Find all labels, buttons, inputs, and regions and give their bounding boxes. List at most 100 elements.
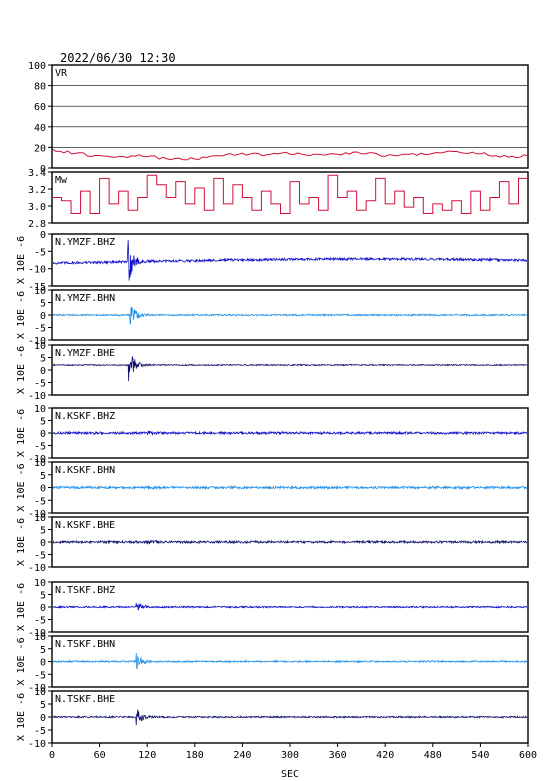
y-tick-label: 3.2 [28, 185, 46, 196]
y-tick-label: 2.8 [28, 219, 46, 230]
y-tick-label: 5 [40, 526, 46, 537]
trace-line [53, 306, 527, 325]
y-tick-label: -10 [28, 336, 46, 347]
y-axis-label: X 10E -6 [16, 583, 27, 631]
x-tick-label: 540 [471, 750, 489, 761]
trace-line [53, 430, 527, 436]
y-tick-label: 80 [34, 82, 46, 93]
x-tick-label: 420 [376, 750, 394, 761]
panel-label: Mw [55, 175, 68, 186]
y-tick-label: 0 [40, 164, 46, 175]
panel-frame [51, 64, 529, 169]
trace-line [53, 356, 527, 382]
y-tick-label: 3.4 [28, 168, 46, 179]
x-axis: 0 60 120 180 240 300 360 420 480 540 600 [49, 743, 537, 761]
y-axis-label: X 10E -6 [16, 518, 27, 566]
y-tick-label: 0 [40, 484, 46, 495]
panel-label: N.TSKF.BHN [55, 639, 115, 650]
y-tick-label: 60 [34, 102, 46, 113]
y-axis-label: X 10E -6 [16, 236, 27, 284]
y-tick-label: -10 [28, 739, 46, 750]
y-tick-label: -15 [28, 282, 46, 293]
y-tick-label: 40 [34, 123, 46, 134]
y-tick-label: 0 [40, 713, 46, 724]
series-line [53, 174, 527, 214]
y-tick-label: -5 [34, 726, 46, 737]
y-tick-label: -5 [34, 551, 46, 562]
y-tick-label: -5 [34, 616, 46, 627]
y-axis-label: X 10E -6 [16, 693, 27, 741]
y-axis-label: X 10E -6 [16, 346, 27, 394]
trace-line [53, 652, 527, 670]
y-tick-label: 0 [40, 538, 46, 549]
panel-n-kskf-bhz: 10 50 -5-10 N.KSKF.BHZ X 10E -6 [16, 404, 529, 465]
y-tick-label: 5 [40, 299, 46, 310]
y-tick-label: -10 [28, 265, 46, 276]
x-tick-label: 300 [281, 750, 299, 761]
panel-n-kskf-bhn: 10 5 0-5 -10 N.KSKF.BHN X 10E -6 [16, 458, 529, 520]
y-tick-label: 10 [34, 513, 46, 524]
y-tick-label: 5 [40, 591, 46, 602]
x-tick-label: 360 [329, 750, 347, 761]
panel-n-tskf-bhe: 10 5 0 -5 -10 N.TSKF.BHE X 10E -6 [16, 687, 529, 750]
trace-line [53, 240, 527, 281]
y-tick-label: 10 [34, 404, 46, 415]
y-tick-label: -10 [28, 391, 46, 402]
y-tick-label: 10 [34, 458, 46, 469]
x-tick-label: 480 [424, 750, 442, 761]
panels: 100806040200VR3.43.23.02.8Mw0-5-10-15N.Y… [16, 61, 529, 750]
panel-mw: 3.4 3.2 3.0 2.8 Mw [28, 168, 529, 230]
trace-line [53, 484, 527, 491]
y-tick-label: 0 [40, 230, 46, 241]
panel-n-ymzf-bhe: 10 50 -5-10 N.YMZF.BHE X 10E -6 [16, 341, 529, 402]
x-tick-label: 240 [233, 750, 251, 761]
panel-label: N.TSKF.BHE [55, 694, 115, 705]
y-tick-label: 10 [34, 578, 46, 589]
y-tick-label: 10 [34, 341, 46, 352]
panel-n-kskf-bhe: 10 50 -5-10 N.KSKF.BHE X 10E -6 [16, 513, 529, 574]
panel-label: N.KSKF.BHN [55, 465, 115, 476]
y-tick-label: 3.0 [28, 202, 46, 213]
y-tick-label: -10 [28, 683, 46, 694]
y-axis-label: X 10E -6 [16, 409, 27, 457]
y-tick-label: 5 [40, 354, 46, 365]
y-tick-label: -5 [34, 247, 46, 258]
y-tick-label: -10 [28, 563, 46, 574]
y-axis-label: X 10E -6 [16, 637, 27, 685]
trace-line [53, 603, 527, 611]
panel-label: N.TSKF.BHZ [55, 585, 115, 596]
panel-vr: 100 80 60 40 20 0 VR [28, 61, 529, 175]
y-axis-label: X 10E -6 [16, 291, 27, 339]
panel-label: N.KSKF.BHE [55, 520, 115, 531]
x-tick-label: 120 [138, 750, 156, 761]
x-axis-label: SEC [281, 769, 299, 780]
y-tick-label: 0 [40, 429, 46, 440]
y-tick-label: 5 [40, 417, 46, 428]
panel-n-tskf-bhz: 10 50 -5-10 N.TSKF.BHZ X 10E -6 [16, 578, 529, 639]
panel-label: N.YMZF.BHZ [55, 237, 115, 248]
y-tick-label: -5 [34, 442, 46, 453]
y-tick-label: -5 [34, 496, 46, 507]
y-tick-label: 0 [40, 658, 46, 669]
x-tick-label: 0 [49, 750, 55, 761]
panel-frame [51, 171, 529, 224]
x-tick-label: 600 [519, 750, 537, 761]
y-tick-label: -10 [28, 628, 46, 639]
y-tick-label: 5 [40, 471, 46, 482]
panel-label: N.YMZF.BHE [55, 348, 115, 359]
y-tick-label: -5 [34, 670, 46, 681]
series-line [53, 148, 527, 161]
x-tick-label: 180 [186, 750, 204, 761]
y-tick-label: -10 [28, 509, 46, 520]
y-tick-label: 0 [40, 311, 46, 322]
panel-n-tskf-bhn: 10 5 0-5 -10 N.TSKF.BHN X 10E -6 [16, 632, 529, 694]
trace-line [53, 539, 527, 545]
panel-label: N.YMZF.BHN [55, 293, 115, 304]
y-tick-label: 5 [40, 700, 46, 711]
chart-title: 2022/06/30 12:30 [60, 51, 176, 65]
panel-frame [51, 233, 529, 287]
panel-frame [51, 344, 529, 396]
y-tick-label: 10 [34, 632, 46, 643]
y-tick-label: 20 [34, 143, 46, 154]
